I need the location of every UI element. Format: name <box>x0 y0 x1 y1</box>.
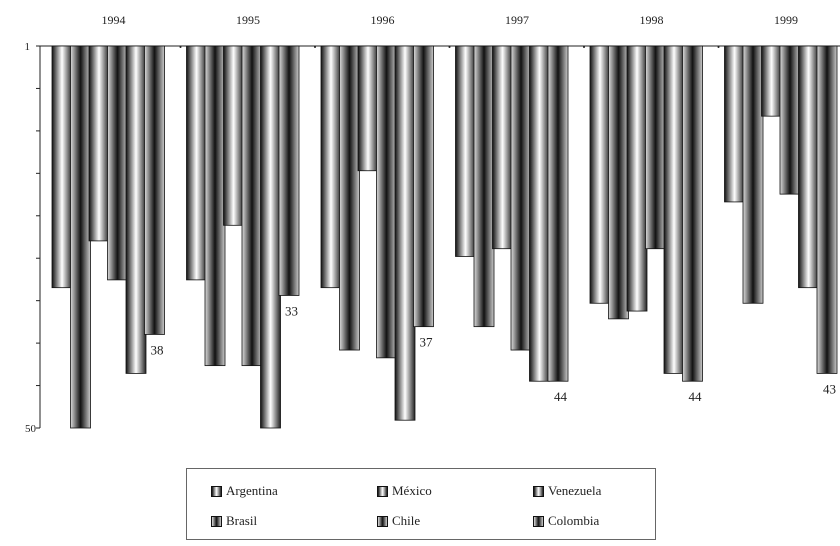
group-separator <box>179 46 182 48</box>
data-label: 43 <box>823 381 836 396</box>
bar-chile-1995 <box>241 45 263 367</box>
axes: 1 50 <box>25 41 840 435</box>
bar-colombia-1999 <box>816 45 838 374</box>
y-tick-label-bottom: 50 <box>25 423 37 435</box>
bar-mexico-1997 <box>492 45 513 250</box>
bar-brasil-1994 <box>70 45 91 429</box>
legend-label-mexico: México <box>392 483 432 498</box>
bar-argentina-1995 <box>186 45 207 281</box>
x-category-label: 1999 <box>774 13 798 27</box>
bar-venezuela-1995 <box>260 45 281 429</box>
legend-item-brasil: Brasil <box>211 513 257 529</box>
group-separator <box>448 46 451 48</box>
labels: 1994 1995 1996 1997 1998 1999 38 33 37 44 44 43 <box>102 13 837 404</box>
bar-chile-1994 <box>107 45 128 281</box>
bar-mexico-1996 <box>357 45 379 172</box>
group-separator <box>314 46 316 48</box>
bar-brasil-1999 <box>742 45 764 304</box>
bars <box>51 45 838 429</box>
bar-venezuela-1996 <box>394 45 416 421</box>
bar-mexico-1994 <box>88 45 110 242</box>
bar-colombia-1998 <box>682 45 703 382</box>
bar-venezuela-1999 <box>798 45 819 289</box>
bar-argentina-1994 <box>51 45 73 289</box>
legend-label-colombia: Colombia <box>548 513 600 528</box>
bar-brasil-1997 <box>473 45 495 328</box>
legend-swatch-brasil <box>211 515 222 527</box>
bar-chile-1998 <box>645 45 666 250</box>
chart-legend: Argentina México Venezuela Brasil Chile … <box>186 468 656 540</box>
legend-swatch-mexico <box>377 485 388 497</box>
legend-swatch-venezuela <box>533 485 544 497</box>
bar-colombia-1996 <box>413 45 434 328</box>
bar-argentina-1997 <box>455 45 476 257</box>
bar-venezuela-1998 <box>663 45 685 374</box>
bar-chile-1996 <box>376 45 397 359</box>
bar-brasil-1996 <box>339 45 360 351</box>
data-label: 44 <box>554 389 568 404</box>
legend-item-chile: Chile <box>377 513 420 529</box>
legend-swatch-argentina <box>211 485 222 497</box>
bar-mexico-1995 <box>223 45 244 226</box>
legend-item-mexico: México <box>377 483 432 499</box>
legend-item-colombia: Colombia <box>533 513 599 529</box>
bar-mexico-1999 <box>761 45 782 117</box>
y-tick-label-top: 1 <box>25 41 31 53</box>
bar-colombia-1995 <box>278 45 300 296</box>
bar-mexico-1998 <box>626 45 648 312</box>
legend-label-chile: Chile <box>392 513 421 528</box>
data-label: 33 <box>285 303 298 318</box>
bar-brasil-1995 <box>204 45 226 367</box>
legend-item-venezuela: Venezuela <box>533 483 601 499</box>
group-separator <box>717 46 720 48</box>
group-separator <box>583 46 585 48</box>
x-category-label: 1994 <box>102 13 126 27</box>
legend-swatch-colombia <box>533 515 544 527</box>
x-category-label: 1998 <box>640 13 664 27</box>
data-label: 44 <box>689 389 703 404</box>
legend-label-brasil: Brasil <box>226 513 258 528</box>
bar-chile-1997 <box>510 45 532 351</box>
bar-venezuela-1997 <box>529 45 550 382</box>
bar-argentina-1999 <box>724 45 745 203</box>
x-category-label: 1996 <box>371 13 395 27</box>
x-category-label: 1995 <box>236 13 260 27</box>
x-category-label: 1997 <box>505 13 529 27</box>
data-label: 37 <box>420 335 434 350</box>
bar-venezuela-1994 <box>125 45 147 374</box>
bar-colombia-1994 <box>144 45 165 335</box>
bar-colombia-1997 <box>547 45 569 382</box>
legend-item-argentina: Argentina <box>211 483 278 499</box>
bar-chile-1999 <box>779 45 801 195</box>
legend-label-venezuela: Venezuela <box>548 483 602 498</box>
legend-swatch-chile <box>377 515 388 527</box>
bar-brasil-1998 <box>608 45 629 320</box>
bar-argentina-1998 <box>589 45 611 304</box>
legend-label-argentina: Argentina <box>226 483 278 498</box>
data-label: 38 <box>151 342 164 357</box>
ranking-bar-chart: 1 50 1994 1995 1996 1997 1998 1999 38 33 37 44 44 43 <box>25 13 840 435</box>
bar-argentina-1996 <box>320 45 342 289</box>
